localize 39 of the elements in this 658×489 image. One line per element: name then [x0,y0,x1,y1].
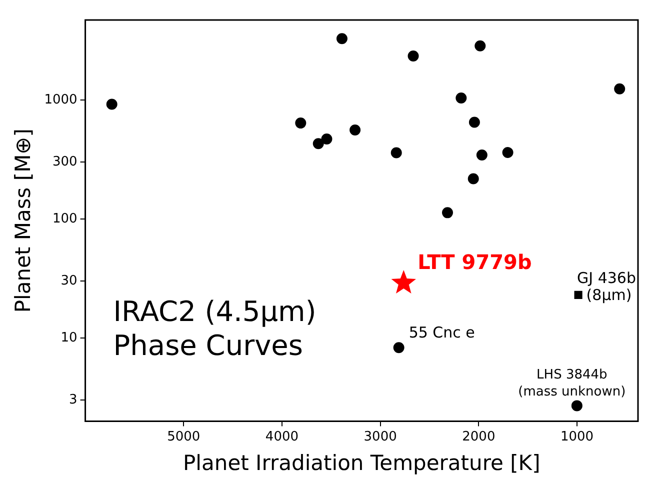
point [391,270,416,294]
point [442,207,453,218]
x-tick-label: 2000 [462,429,496,444]
point [312,138,324,150]
point [393,342,404,354]
annotation: IRAC2 (4.5μm) [113,295,316,328]
series-label: LTT 9779b [418,250,532,274]
x-tick-label: 1000 [560,429,594,444]
x-tick-label: 4000 [265,429,299,444]
point [106,98,118,110]
point [321,134,332,145]
y-tick-label: 1000 [44,92,78,108]
y-axis-title: Planet Mass [M⊕] [11,128,36,313]
point [502,147,514,158]
point [574,290,582,299]
x-tick-label: 5000 [167,429,200,444]
point [468,116,480,128]
x-axis-title: Planet Irradiation Temperature [K] [183,450,540,475]
point [390,147,402,158]
y-tick-label: 300 [52,154,78,170]
point [476,149,488,160]
point [571,400,582,412]
y-tick-label: 30 [60,274,78,289]
series-label: 55 Cnc e [408,324,475,342]
point [408,50,419,62]
y-tick-label: 3 [69,392,78,408]
point [295,118,306,129]
point [336,33,348,44]
y-tick-label: 100 [52,211,78,226]
series-label: GJ 436b (8μm) [577,268,636,304]
point [350,124,361,136]
y-tick-label: 10 [60,330,78,346]
x-tick-label: 3000 [364,429,397,444]
point [468,173,479,184]
point [614,83,626,94]
annotation: Phase Curves [113,329,303,362]
point [474,40,486,52]
series-label: LHS 3844b (mass unknown) [518,368,626,400]
point [456,92,467,104]
